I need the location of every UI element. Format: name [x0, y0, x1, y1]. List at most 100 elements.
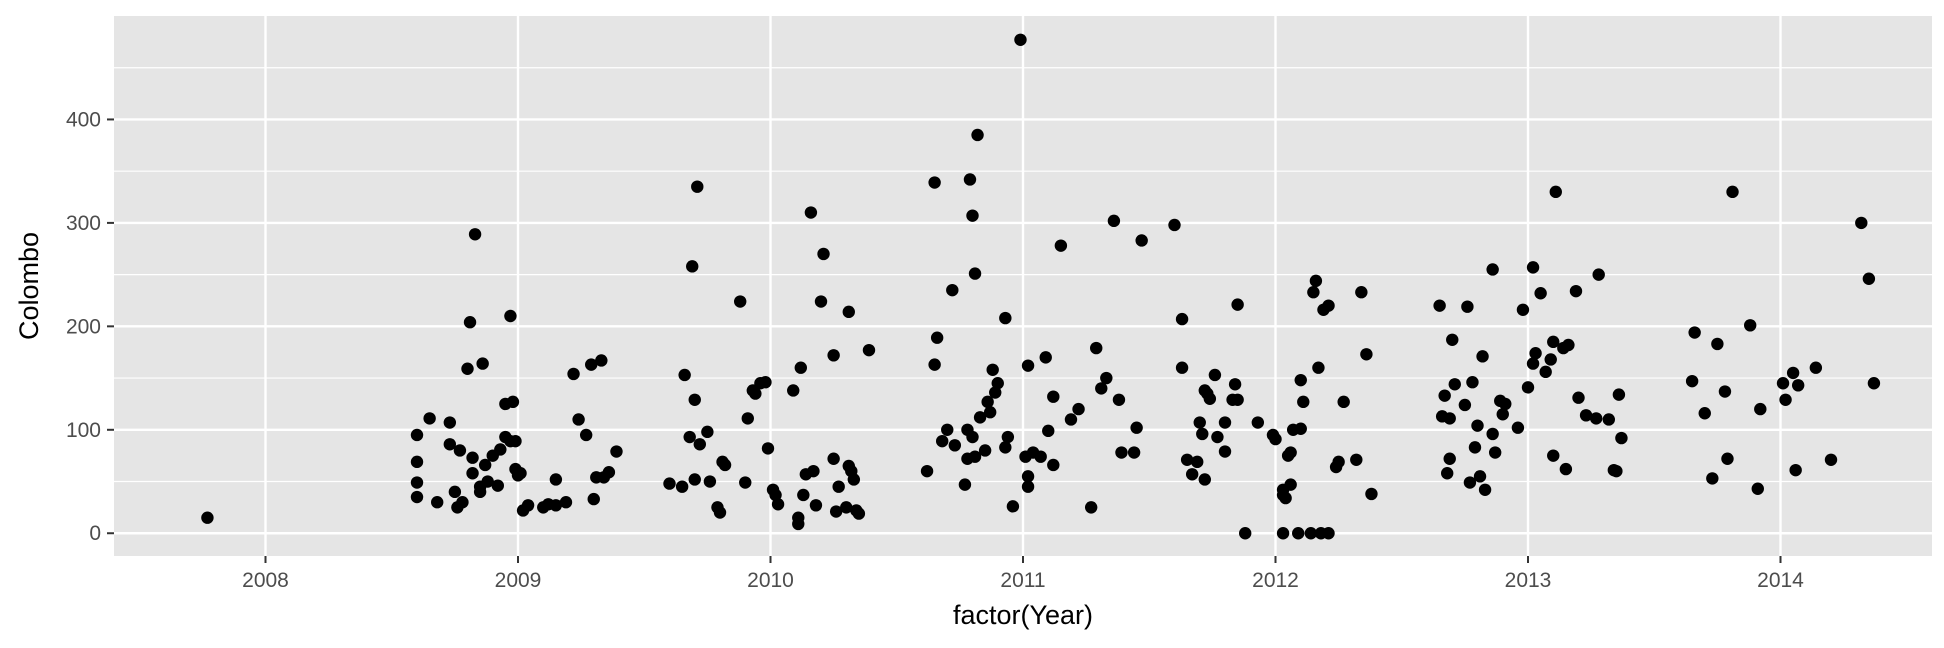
data-point [1175, 361, 1189, 374]
data-point [1203, 392, 1217, 405]
data-point [966, 430, 979, 444]
x-axis-title: factor(Year) [953, 600, 1093, 630]
data-point [1486, 427, 1499, 441]
data-point [1292, 527, 1305, 540]
data-point [1284, 446, 1297, 459]
data-point [678, 368, 691, 382]
data-point [1115, 446, 1128, 459]
data-point [1135, 234, 1148, 247]
data-point [509, 434, 522, 448]
data-point [1365, 487, 1378, 501]
data-point [1867, 377, 1881, 390]
data-point [443, 438, 457, 451]
data-point [968, 267, 982, 280]
data-point [804, 206, 818, 219]
data-point [713, 506, 727, 519]
data-point [1711, 337, 1724, 351]
data-point [1855, 216, 1868, 230]
data-point [1589, 412, 1603, 425]
data-point [1496, 408, 1509, 421]
data-point [930, 331, 944, 344]
data-point [1034, 450, 1047, 463]
data-point [963, 173, 977, 186]
data-point [741, 412, 754, 425]
data-point [587, 492, 600, 506]
data-point [585, 358, 598, 371]
data-point [999, 441, 1012, 454]
data-point [840, 501, 853, 514]
x-tick-label: 2010 [747, 569, 794, 592]
data-points [201, 33, 1881, 540]
data-point [461, 362, 474, 375]
data-point [703, 475, 717, 488]
data-point [1337, 395, 1350, 409]
data-point [1685, 374, 1699, 388]
data-point [827, 452, 840, 465]
data-point [1473, 470, 1487, 483]
x-tick-label: 2012 [1252, 569, 1299, 592]
data-point [1191, 455, 1204, 469]
data-point [1228, 378, 1242, 391]
data-point [1544, 353, 1557, 366]
data-point [1014, 33, 1027, 46]
data-point [794, 361, 807, 374]
data-point [1084, 501, 1098, 514]
data-point [1441, 467, 1454, 480]
data-point [1547, 449, 1560, 462]
data-point [1466, 376, 1479, 389]
data-point [463, 316, 477, 329]
data-point [448, 485, 462, 499]
data-point [1463, 476, 1477, 489]
data-point [514, 467, 527, 480]
data-point [1789, 463, 1802, 477]
data-point [734, 295, 747, 308]
data-point [1526, 261, 1540, 274]
y-axis-title: Colombo [14, 232, 44, 340]
data-point [1332, 455, 1345, 469]
data-point [842, 305, 855, 319]
data-point [1021, 470, 1035, 483]
data-point [1791, 379, 1805, 392]
data-point [787, 384, 800, 397]
data-point [973, 411, 987, 424]
data-point [1751, 482, 1764, 495]
data-point [1168, 218, 1181, 232]
data-point [1718, 385, 1732, 398]
data-point [1516, 303, 1530, 316]
x-axis: 2008 2009 2010 2011 2012 2013 2014 [242, 556, 1804, 592]
data-point [1754, 402, 1767, 416]
data-point [466, 467, 479, 480]
data-point [958, 478, 972, 491]
data-point [506, 395, 520, 409]
data-point [1064, 413, 1078, 426]
data-point [1486, 263, 1499, 276]
data-point [1355, 286, 1368, 299]
data-point [1824, 453, 1838, 466]
data-point [1862, 272, 1876, 285]
data-point [1446, 333, 1459, 346]
data-point [1602, 413, 1616, 426]
data-point [983, 406, 997, 419]
data-point [476, 357, 489, 370]
data-point [1521, 381, 1535, 394]
data-point [1196, 427, 1209, 441]
data-point [1095, 382, 1108, 395]
data-point [468, 228, 482, 241]
data-point [478, 458, 492, 472]
data-point [1297, 395, 1310, 409]
data-point [1547, 335, 1560, 349]
data-point [797, 488, 810, 502]
data-point [567, 367, 580, 381]
data-point [423, 412, 436, 425]
data-point [1572, 391, 1585, 404]
data-point [549, 499, 563, 512]
data-point [1468, 441, 1482, 454]
data-point [1218, 416, 1232, 429]
data-point [701, 425, 714, 439]
data-point [1698, 407, 1711, 420]
data-point [928, 176, 941, 189]
data-point [971, 128, 984, 142]
data-point [1549, 185, 1562, 199]
data-point [686, 260, 699, 273]
